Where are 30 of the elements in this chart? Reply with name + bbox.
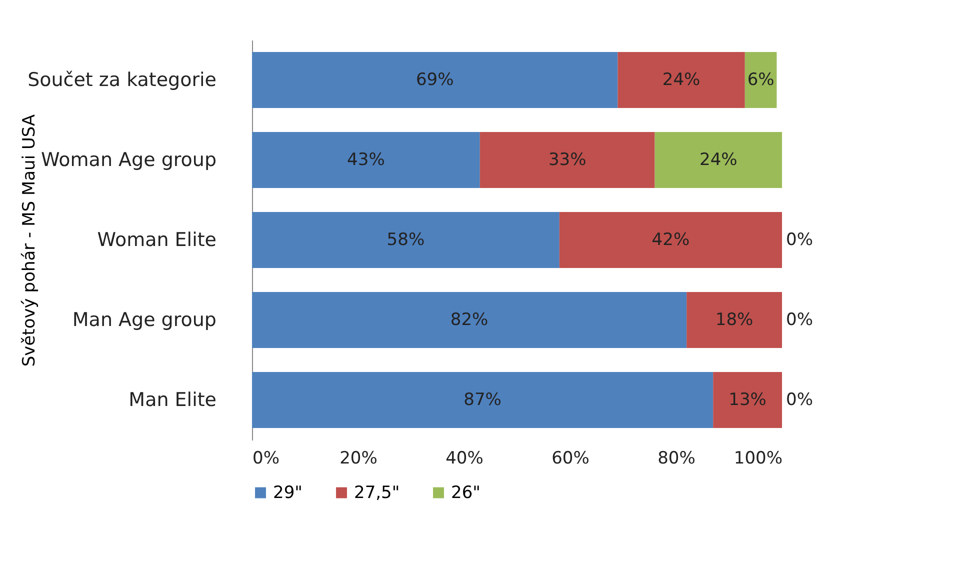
data-label: 6% [747,70,774,90]
y-tick-label: Woman Elite [97,229,216,251]
data-label: 43% [347,150,385,170]
y-axis-title: Světový pohár - MS Maui USA [20,114,40,367]
x-tick-label: 80% [658,448,696,468]
data-label: 13% [728,390,766,410]
data-label: 42% [652,230,690,250]
legend-label: 29" [273,482,302,503]
data-label: 18% [715,310,754,330]
data-label: 0% [786,310,813,330]
data-label: 69% [416,70,454,90]
data-label: 82% [450,310,488,330]
legend-label: 26" [451,482,480,503]
data-label: 87% [464,390,502,410]
data-label: 58% [386,230,425,250]
data-label: 0% [786,230,813,250]
x-tick-label: 100% [734,448,782,468]
legend-label: 27,5" [354,482,400,503]
x-tick-label: 0% [252,448,280,468]
y-tick-label: Woman Age group [41,149,216,171]
x-tick-label: 20% [340,448,378,468]
data-label: 33% [548,150,586,170]
x-tick-label: 60% [552,448,590,468]
data-label: 24% [700,150,738,170]
y-tick-label: Man Age group [72,309,216,331]
y-tick-label: Man Elite [128,389,216,411]
data-label: 0% [786,390,813,410]
y-tick-label: Součet za kategorie [28,69,216,91]
data-label: 24% [662,70,700,90]
x-tick-label: 40% [446,448,484,468]
